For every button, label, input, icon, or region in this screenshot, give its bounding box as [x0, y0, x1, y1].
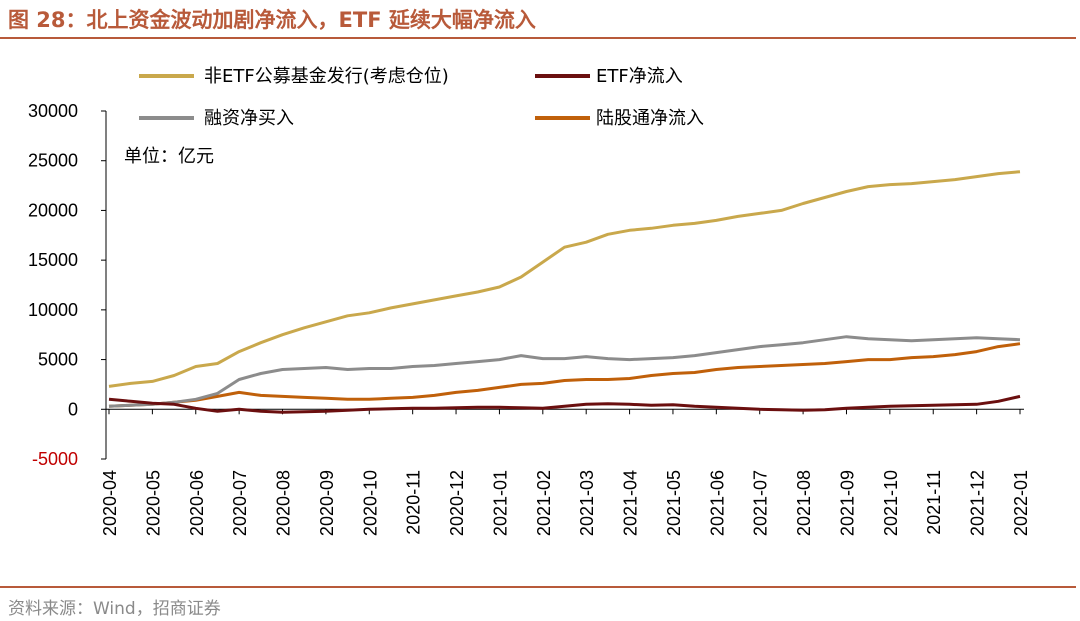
x-tick-label: 2021-02 — [534, 470, 554, 536]
x-tick-label: 2021-05 — [664, 470, 684, 536]
y-tick-label: 15000 — [28, 250, 78, 270]
y-tick-label: 10000 — [28, 300, 78, 320]
x-tick-label: 2021-11 — [924, 470, 944, 535]
y-tick-label: 25000 — [28, 151, 78, 171]
series-line-0 — [108, 170, 1021, 388]
x-tick-label: 2021-12 — [968, 470, 988, 536]
legend-label-1: ETF净流入 — [596, 66, 683, 87]
x-tick-label: 2020-12 — [447, 470, 467, 536]
series-line-2 — [108, 335, 1021, 408]
y-tick-label: 0 — [68, 399, 78, 419]
figure-title: 图 28：北上资金波动加剧净流入，ETF 延续大幅净流入 — [8, 8, 536, 32]
footer-divider — [0, 586, 1076, 588]
x-tick-label: 2021-06 — [707, 470, 727, 536]
x-tick-label: 2021-08 — [794, 470, 814, 536]
x-tick-label: 2021-10 — [881, 470, 901, 536]
x-tick-label: 2020-08 — [274, 470, 294, 536]
x-tick-label: 2022-01 — [1011, 470, 1031, 536]
x-tick-label: 2021-04 — [621, 470, 641, 536]
x-tick-label: 2020-04 — [100, 470, 120, 536]
x-tick-label: 2021-01 — [490, 470, 510, 536]
y-tick-label: -5000 — [32, 449, 78, 469]
series-line-1 — [108, 394, 1021, 414]
series-line-3 — [108, 342, 1021, 408]
unit-label: 单位：亿元 — [124, 146, 214, 167]
x-tick-label: 2021-03 — [577, 470, 597, 536]
y-tick-label: 20000 — [28, 200, 78, 220]
legend-label-3: 陆股通净流入 — [596, 108, 704, 129]
x-tick-label: 2020-05 — [143, 470, 163, 536]
title-divider — [0, 37, 1076, 39]
axes-layer: 30000 25000 20000 15000 10000 5000 0 -5000 2020-… — [28, 101, 1031, 536]
x-tick-label: 2020-10 — [360, 470, 380, 536]
source-note: 资料来源：Wind，招商证券 — [8, 599, 221, 619]
x-tick-label: 2020-11 — [404, 470, 424, 535]
y-tick-label: 30000 — [28, 101, 78, 121]
x-tick-label: 2020-09 — [317, 470, 337, 536]
legend-label-0: 非ETF公募基金发行(考虑仓位) — [204, 66, 449, 87]
x-tick-label: 2020-06 — [187, 470, 207, 536]
x-tick-label: 2020-07 — [230, 470, 250, 536]
x-tick-label: 2021-07 — [751, 470, 771, 536]
legend-label-2: 融资净买入 — [204, 108, 294, 129]
y-tick-label: 5000 — [38, 350, 78, 370]
series-lines — [108, 170, 1021, 414]
x-tick-label: 2021-09 — [837, 470, 857, 536]
